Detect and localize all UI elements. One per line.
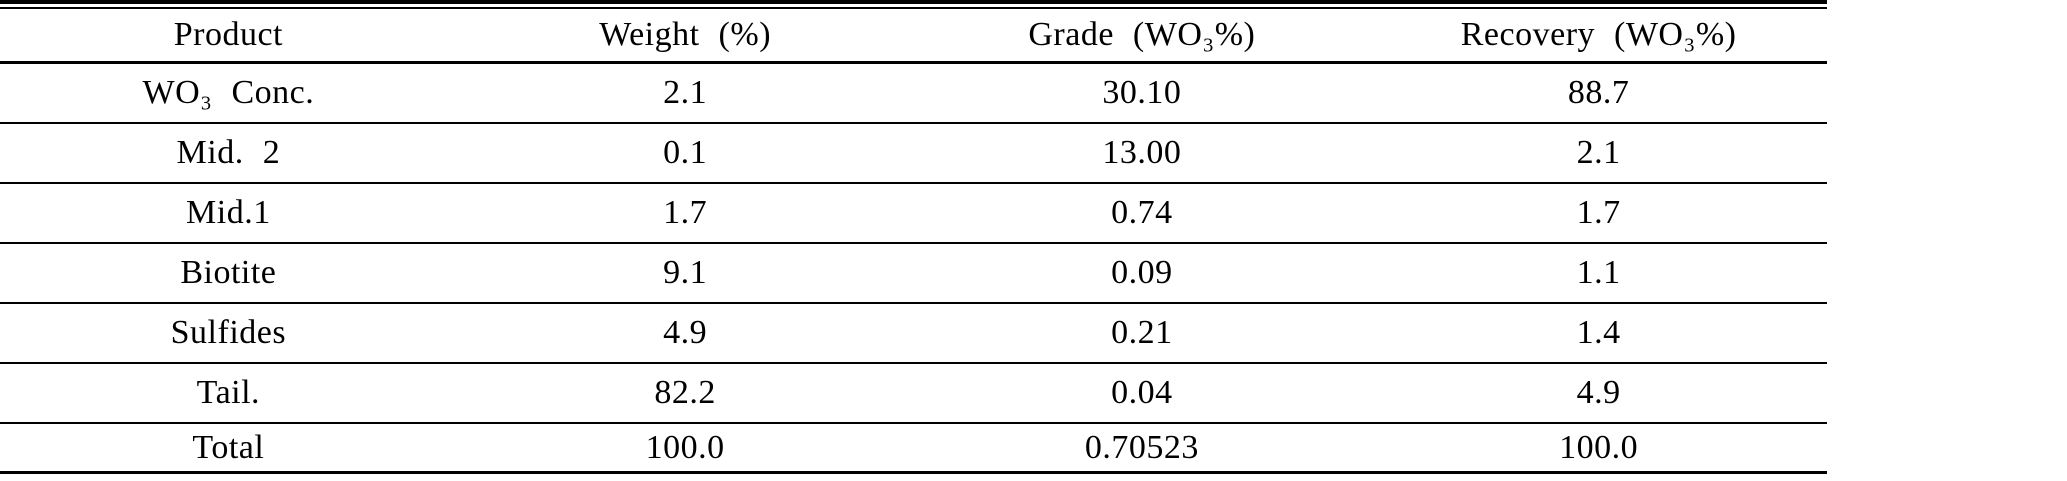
header-row: Product Weight (%) Grade (WO₃%) Recovery… bbox=[0, 8, 1827, 64]
table-row: Biotite 9.1 0.09 1.1 bbox=[0, 243, 1827, 304]
table-row: Mid. 2 0.1 13.00 2.1 bbox=[0, 123, 1827, 184]
row-label: Sulfides bbox=[0, 303, 457, 364]
table-cell: 0.09 bbox=[913, 243, 1371, 304]
table-row: Sulfides 4.9 0.21 1.4 bbox=[0, 303, 1827, 364]
table-cell: 0.74 bbox=[913, 183, 1371, 244]
results-table-container: Product Weight (%) Grade (WO₃%) Recovery… bbox=[0, 0, 1827, 474]
column-header-recovery: Recovery (WO₃%) bbox=[1370, 8, 1827, 64]
table-cell: 1.4 bbox=[1370, 303, 1827, 364]
results-table: Product Weight (%) Grade (WO₃%) Recovery… bbox=[0, 7, 1827, 474]
row-label: Tail. bbox=[0, 363, 457, 424]
table-cell: 1.1 bbox=[1370, 243, 1827, 304]
table-cell: 88.7 bbox=[1370, 62, 1827, 124]
row-label: Mid.1 bbox=[0, 183, 457, 244]
table-cell: 2.1 bbox=[1370, 123, 1827, 184]
table-cell: 4.9 bbox=[1370, 363, 1827, 424]
table-row-total: Total 100.0 0.70523 100.0 bbox=[0, 423, 1827, 474]
column-header-grade: Grade (WO₃%) bbox=[913, 8, 1371, 64]
table-cell: 13.00 bbox=[913, 123, 1371, 184]
row-label: Biotite bbox=[0, 243, 457, 304]
table-cell: 0.21 bbox=[913, 303, 1371, 364]
table-body: WO₃ Conc. 2.1 30.10 88.7 Mid. 2 0.1 13.0… bbox=[0, 62, 1827, 474]
table-row: Mid.1 1.7 0.74 1.7 bbox=[0, 183, 1827, 244]
column-header-weight: Weight (%) bbox=[456, 8, 914, 64]
table-cell: 100.0 bbox=[456, 423, 914, 474]
row-label: WO₃ Conc. bbox=[0, 62, 457, 124]
row-label: Total bbox=[0, 423, 457, 474]
table-cell: 9.1 bbox=[456, 243, 914, 304]
column-header-product: Product bbox=[0, 8, 457, 64]
table-row: WO₃ Conc. 2.1 30.10 88.7 bbox=[0, 62, 1827, 124]
table-cell: 2.1 bbox=[456, 62, 914, 124]
table-cell: 100.0 bbox=[1370, 423, 1827, 474]
row-label: Mid. 2 bbox=[0, 123, 457, 184]
table-cell: 4.9 bbox=[456, 303, 914, 364]
table-cell: 82.2 bbox=[456, 363, 914, 424]
table-cell: 0.04 bbox=[913, 363, 1371, 424]
table-cell: 0.1 bbox=[456, 123, 914, 184]
table-cell: 30.10 bbox=[913, 62, 1371, 124]
table-cell: 0.70523 bbox=[913, 423, 1371, 474]
table-cell: 1.7 bbox=[456, 183, 914, 244]
table-header: Product Weight (%) Grade (WO₃%) Recovery… bbox=[0, 8, 1827, 64]
table-row: Tail. 82.2 0.04 4.9 bbox=[0, 363, 1827, 424]
table-cell: 1.7 bbox=[1370, 183, 1827, 244]
